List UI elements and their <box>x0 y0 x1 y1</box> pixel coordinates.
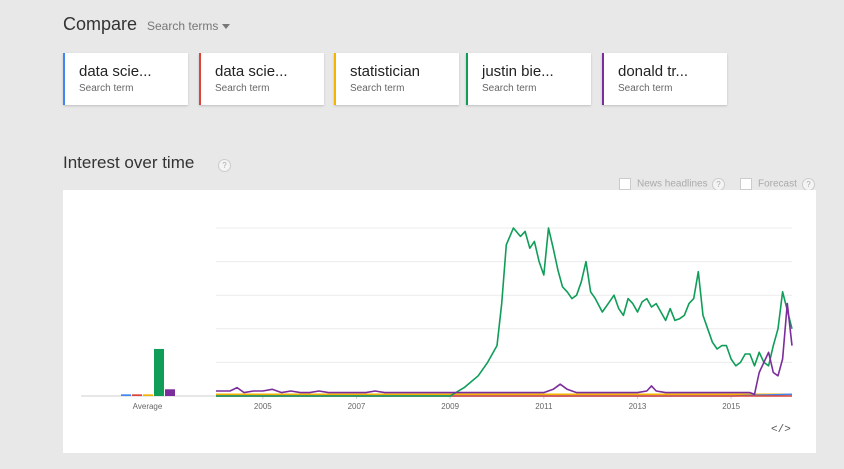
forecast-option[interactable]: Forecast <box>740 178 797 190</box>
term-color-bar <box>63 53 65 105</box>
term-sub-label: Search term <box>618 83 673 94</box>
x-tick-label: 2015 <box>722 402 740 411</box>
average-bar <box>132 394 142 396</box>
term-color-bar <box>199 53 201 105</box>
interest-chart: Average 2005 2007 2009 2011 2013 2015 <box>81 227 793 411</box>
forecast-checkbox[interactable] <box>740 178 752 190</box>
forecast-help-icon[interactable]: ? <box>802 178 815 191</box>
term-card-4[interactable]: justin bie... Search term <box>466 53 591 105</box>
average-bar <box>143 394 153 396</box>
average-bar <box>154 348 164 396</box>
term-card-3[interactable]: statistician Search term <box>334 53 459 105</box>
term-sub-label: Search term <box>79 83 134 94</box>
embed-code-icon[interactable]: </> <box>771 424 791 436</box>
news-headlines-label: News headlines <box>637 178 708 190</box>
series-line <box>216 227 793 397</box>
average-label: Average <box>133 402 163 411</box>
x-tick-label: 2013 <box>629 402 647 411</box>
term-sub-label: Search term <box>215 83 270 94</box>
compare-title: Compare <box>63 14 138 34</box>
term-name: donald tr... <box>618 63 689 80</box>
search-terms-dropdown[interactable]: Search terms <box>147 19 231 33</box>
news-headlines-checkbox[interactable] <box>619 178 631 190</box>
x-tick-label: 2011 <box>535 402 553 411</box>
help-icon[interactable]: ? <box>218 159 231 172</box>
term-name: statistician <box>350 63 421 80</box>
forecast-label: Forecast <box>758 178 797 190</box>
term-card-2[interactable]: data scie... Search term <box>199 53 324 105</box>
term-color-bar <box>334 53 336 105</box>
x-tick-label: 2005 <box>254 402 272 411</box>
term-sub-label: Search term <box>482 83 537 94</box>
average-bar <box>121 394 131 396</box>
average-bar <box>165 389 175 396</box>
caret-down-icon <box>222 24 231 30</box>
term-card-5[interactable]: donald tr... Search term <box>602 53 727 105</box>
term-color-bar <box>602 53 604 105</box>
term-color-bar <box>466 53 468 105</box>
x-tick-label: 2009 <box>441 402 459 411</box>
term-name: justin bie... <box>482 63 554 80</box>
chart-panel: Average 2005 2007 2009 2011 2013 2015 </> <box>63 190 816 453</box>
term-name: data scie... <box>79 63 152 80</box>
term-card-1[interactable]: data scie... Search term <box>63 53 188 105</box>
interest-over-time-title: Interest over time <box>63 153 195 172</box>
x-tick-label: 2007 <box>348 402 366 411</box>
news-headlines-option[interactable]: News headlines <box>619 178 708 190</box>
series-line <box>216 302 793 396</box>
term-sub-label: Search term <box>350 83 405 94</box>
search-terms-dropdown-label: Search terms <box>147 19 219 33</box>
term-name: data scie... <box>215 63 288 80</box>
